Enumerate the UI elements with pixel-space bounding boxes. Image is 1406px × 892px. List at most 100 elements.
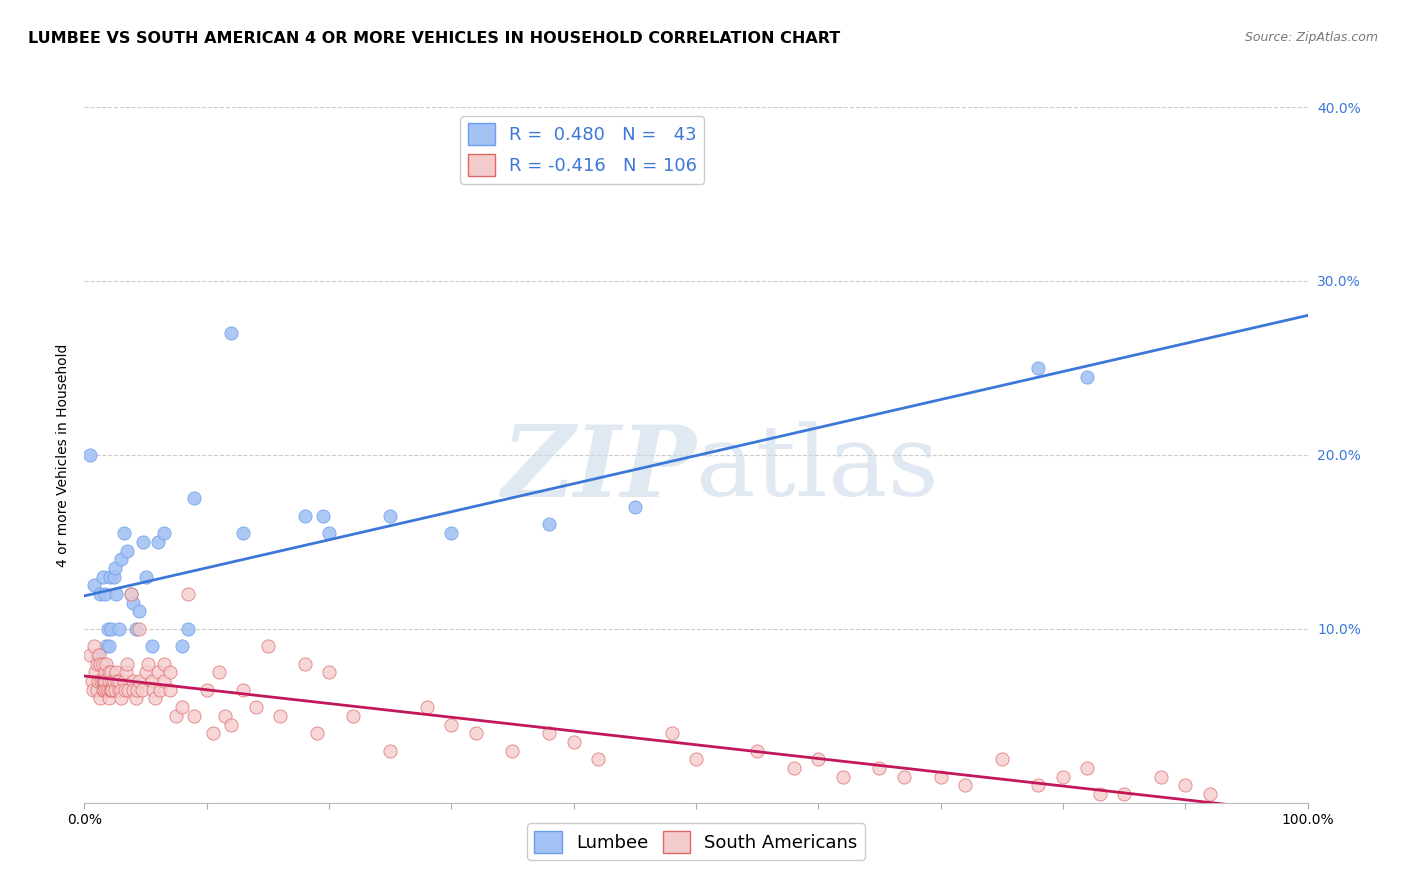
Point bbox=[232, 526, 254, 541]
Point bbox=[380, 508, 402, 523]
Point bbox=[86, 648, 108, 662]
Point bbox=[94, 674, 117, 689]
Point bbox=[105, 587, 128, 601]
Point bbox=[114, 682, 136, 697]
Point bbox=[120, 587, 142, 601]
Point bbox=[177, 622, 200, 636]
Point bbox=[86, 682, 108, 697]
Point bbox=[79, 648, 101, 662]
Point bbox=[87, 674, 110, 689]
Point bbox=[380, 744, 402, 758]
Point bbox=[1076, 369, 1098, 384]
Point bbox=[115, 657, 138, 671]
Point bbox=[305, 726, 328, 740]
Point bbox=[165, 708, 187, 723]
Point bbox=[269, 708, 291, 723]
Point bbox=[107, 622, 129, 636]
Point bbox=[107, 674, 129, 689]
Point bbox=[103, 570, 125, 584]
Point bbox=[120, 587, 142, 601]
Point bbox=[146, 665, 169, 680]
Point bbox=[97, 622, 120, 636]
Point bbox=[141, 639, 163, 653]
Point bbox=[219, 717, 242, 731]
Point bbox=[91, 570, 114, 584]
Point bbox=[104, 682, 127, 697]
Point bbox=[98, 682, 121, 697]
Point bbox=[89, 587, 111, 601]
Point bbox=[104, 561, 127, 575]
Point bbox=[538, 726, 561, 740]
Point bbox=[245, 700, 267, 714]
Point bbox=[115, 543, 138, 558]
Point bbox=[502, 744, 524, 758]
Point bbox=[318, 526, 340, 541]
Point bbox=[416, 700, 439, 714]
Point bbox=[122, 674, 145, 689]
Point bbox=[294, 657, 316, 671]
Text: LUMBEE VS SOUTH AMERICAN 4 OR MORE VEHICLES IN HOUSEHOLD CORRELATION CHART: LUMBEE VS SOUTH AMERICAN 4 OR MORE VEHIC… bbox=[28, 31, 841, 46]
Point bbox=[87, 648, 110, 662]
Point bbox=[586, 752, 609, 766]
Point bbox=[1088, 787, 1111, 801]
Text: atlas: atlas bbox=[696, 421, 939, 516]
Point bbox=[159, 682, 181, 697]
Point bbox=[929, 770, 952, 784]
Point bbox=[149, 682, 172, 697]
Point bbox=[97, 639, 120, 653]
Point bbox=[112, 526, 135, 541]
Point bbox=[1198, 787, 1220, 801]
Point bbox=[100, 622, 122, 636]
Point bbox=[87, 657, 110, 671]
Point bbox=[110, 682, 132, 697]
Point bbox=[318, 665, 340, 680]
Point bbox=[101, 682, 124, 697]
Point bbox=[562, 735, 585, 749]
Point bbox=[1028, 360, 1050, 375]
Point bbox=[94, 665, 117, 680]
Point bbox=[143, 691, 166, 706]
Point bbox=[80, 674, 103, 689]
Point bbox=[172, 639, 194, 653]
Point bbox=[440, 717, 463, 731]
Point bbox=[128, 622, 150, 636]
Point bbox=[97, 665, 120, 680]
Point bbox=[232, 682, 254, 697]
Point bbox=[97, 682, 120, 697]
Point bbox=[991, 752, 1014, 766]
Point bbox=[86, 657, 108, 671]
Point bbox=[93, 682, 115, 697]
Point bbox=[125, 691, 148, 706]
Point bbox=[146, 534, 169, 549]
Point bbox=[122, 682, 145, 697]
Point bbox=[342, 708, 364, 723]
Point bbox=[91, 682, 114, 697]
Point bbox=[183, 708, 205, 723]
Point bbox=[135, 665, 157, 680]
Point bbox=[747, 744, 769, 758]
Point bbox=[132, 534, 155, 549]
Point bbox=[953, 778, 976, 793]
Point bbox=[96, 682, 118, 697]
Point bbox=[122, 596, 145, 610]
Point bbox=[1028, 778, 1050, 793]
Point bbox=[100, 665, 122, 680]
Point bbox=[83, 578, 105, 592]
Point bbox=[125, 682, 148, 697]
Point bbox=[110, 552, 132, 566]
Point bbox=[1174, 778, 1197, 793]
Point bbox=[96, 639, 118, 653]
Point bbox=[135, 570, 157, 584]
Point bbox=[105, 665, 128, 680]
Point bbox=[294, 508, 316, 523]
Point bbox=[624, 500, 647, 514]
Point bbox=[219, 326, 242, 340]
Point bbox=[183, 491, 205, 506]
Point bbox=[97, 691, 120, 706]
Point bbox=[91, 657, 114, 671]
Point bbox=[82, 682, 104, 697]
Point bbox=[440, 526, 463, 541]
Point bbox=[91, 674, 114, 689]
Point bbox=[177, 587, 200, 601]
Point bbox=[110, 691, 132, 706]
